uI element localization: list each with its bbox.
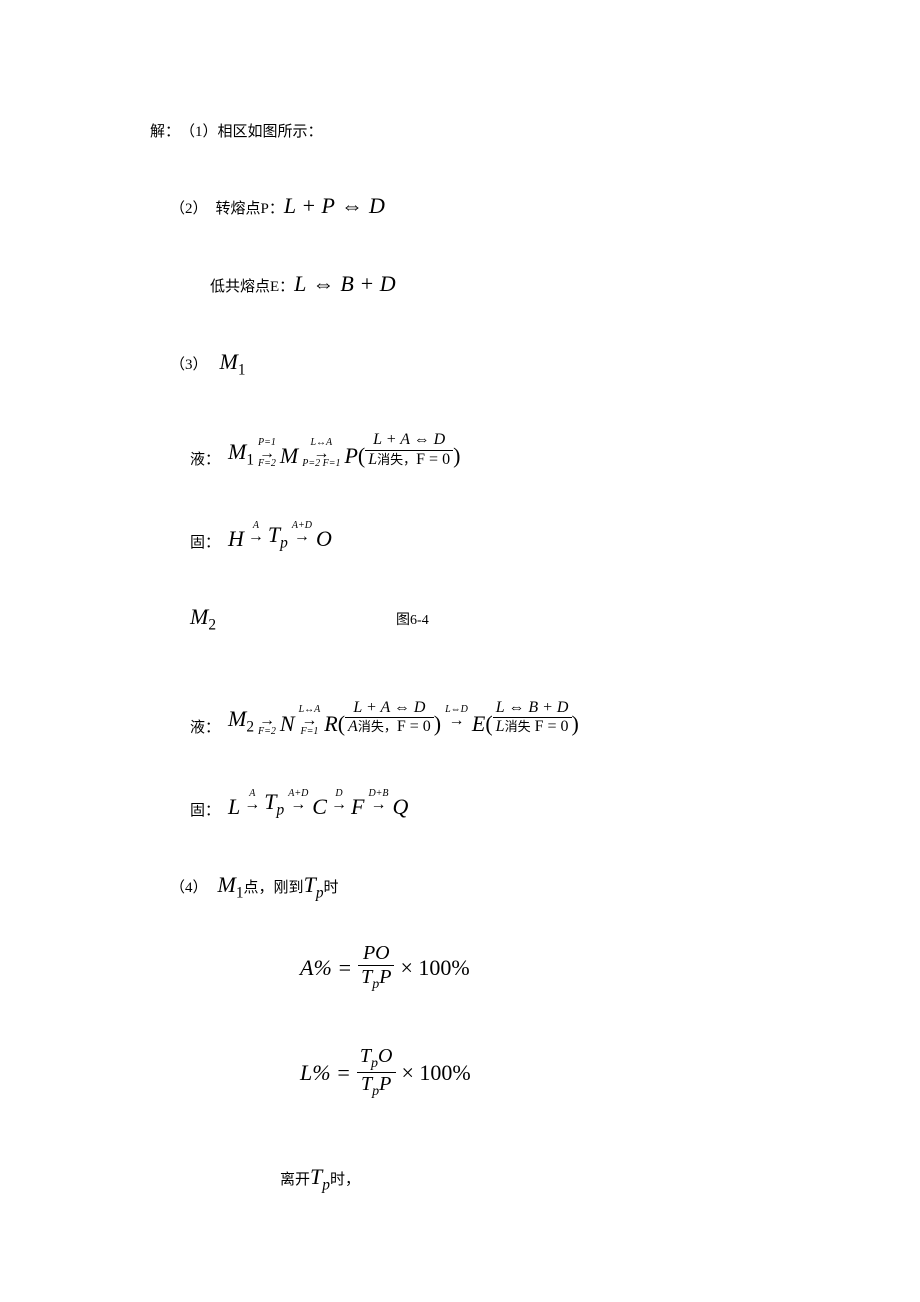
arrow-1: P=1 → F=2	[258, 438, 276, 469]
m2-symbol: M2	[190, 604, 216, 634]
m1-liquid-frac: L + A ⇔ D L消失，F = 0	[365, 431, 453, 469]
leave-pre: 离开	[280, 1168, 310, 1189]
iff-symbol: ⇔	[312, 271, 334, 297]
solid-label-2: 固：	[190, 799, 220, 820]
part4-num: （4）	[170, 876, 208, 897]
arrow-6: L↔A → F=1	[299, 705, 321, 736]
line-m1-solid: 固： H A → Tp A+D → O	[150, 521, 920, 552]
eq-a-frac: PO TpP	[358, 942, 394, 993]
m2-liquid-step3: E	[472, 711, 485, 737]
part4-mid-text: 点，刚到	[244, 876, 304, 897]
m1-symbol: M1	[220, 349, 246, 379]
eq-l-lhs: L% =	[300, 1060, 351, 1086]
part4-tp: Tp	[304, 872, 324, 902]
open-paren: (	[358, 443, 365, 469]
m1-liquid-start: M1	[228, 439, 254, 469]
arrow-7: L⇔D →	[445, 705, 468, 736]
line-part2-eutectic: 低共熔点E： L ⇔ B + D	[150, 271, 920, 297]
arrow-9: A+D →	[288, 789, 308, 820]
m2-solid-step4: Q	[393, 794, 409, 820]
leave-tp: Tp	[310, 1164, 330, 1194]
m2-liquid-frac2: L ⇔ B + D L消失 F = 0	[493, 699, 572, 737]
solution-label: 解：	[150, 120, 180, 141]
close-paren-3: )	[572, 711, 579, 737]
line-m2-liquid: 液： M2 → F=2 N L↔A → F=1 R ( L + A ⇔ D A消…	[150, 699, 920, 737]
peritectic-lhs: L + P	[284, 193, 335, 219]
arrow-8: A →	[244, 789, 260, 820]
arrow-5: → F=2	[258, 705, 276, 736]
m2-liquid-step2: R	[324, 711, 337, 737]
arrow-11: D+B →	[368, 789, 388, 820]
eq-a-rhs: × 100%	[400, 955, 469, 981]
line-leave-tp: 离开 Tp 时，	[150, 1164, 920, 1194]
m1-liquid-step2: P	[344, 443, 357, 469]
part1-text: 相区如图所示：	[218, 120, 323, 141]
m2-solid-step1: Tp	[264, 789, 284, 819]
m2-solid-step3: F	[351, 794, 364, 820]
arrow-2: L↔A → P=2 F=1	[302, 438, 340, 469]
m1-solid-step2: O	[316, 526, 332, 552]
peritectic-rhs: D	[369, 193, 385, 219]
part4-m1: M1	[218, 872, 244, 902]
line-m1-liquid: 液： M1 P=1 → F=2 M L↔A → P=2 F=1 P ( L + …	[150, 431, 920, 469]
eutectic-lhs: L	[294, 271, 306, 297]
iff-symbol: ⇔	[341, 193, 363, 219]
part1-num: （1）	[180, 120, 218, 141]
eq-a-lhs: A% =	[300, 955, 352, 981]
liquid-label: 液：	[190, 448, 220, 469]
arrow-3: A →	[248, 521, 264, 552]
solid-label: 固：	[190, 531, 220, 552]
open-paren-3: (	[485, 711, 492, 737]
line-eq-a: A% = PO TpP × 100%	[150, 942, 920, 993]
m1-solid-start: H	[228, 526, 244, 552]
m2-liquid-start: M2	[228, 706, 254, 736]
liquid-label-2: 液：	[190, 716, 220, 737]
m2-solid-start: L	[228, 794, 240, 820]
line-part4-header: （4） M1 点，刚到 Tp 时	[150, 872, 920, 902]
arrow-4: A+D →	[292, 521, 312, 552]
peritectic-label: 转熔点P：	[216, 197, 284, 218]
leave-post: 时，	[330, 1168, 360, 1189]
m2-liquid-step1: N	[280, 711, 295, 737]
m2-solid-step2: C	[312, 794, 327, 820]
m2-liquid-frac1: L + A ⇔ D A消失，F = 0	[345, 699, 434, 737]
line-solution-header: 解： （1） 相区如图所示：	[150, 120, 920, 141]
part2-num: （2）	[170, 197, 208, 218]
line-m2-header: M2 图6-4	[150, 604, 920, 634]
eq-l-frac: TpO TpP	[357, 1045, 396, 1100]
part3-num: （3）	[170, 353, 208, 374]
line-part3-header: （3） M1	[150, 349, 920, 379]
figure-label: 图6-4	[396, 609, 429, 629]
close-paren: )	[453, 443, 460, 469]
line-part2-peritectic: （2） 转熔点P： L + P ⇔ D	[150, 193, 920, 219]
open-paren-2: (	[338, 711, 345, 737]
line-eq-l: L% = TpO TpP × 100%	[150, 1045, 920, 1100]
line-m2-solid: 固： L A → Tp A+D → C D → F D+B → Q	[150, 789, 920, 820]
m1-solid-step1: Tp	[268, 522, 288, 552]
part4-post-text: 时	[324, 876, 339, 897]
close-paren-2: )	[434, 711, 441, 737]
arrow-10: D →	[331, 789, 347, 820]
eutectic-rhs: B + D	[340, 271, 395, 297]
eutectic-label: 低共熔点E：	[210, 275, 294, 296]
m1-liquid-step1: M	[280, 443, 298, 469]
eq-l-rhs: × 100%	[402, 1060, 471, 1086]
